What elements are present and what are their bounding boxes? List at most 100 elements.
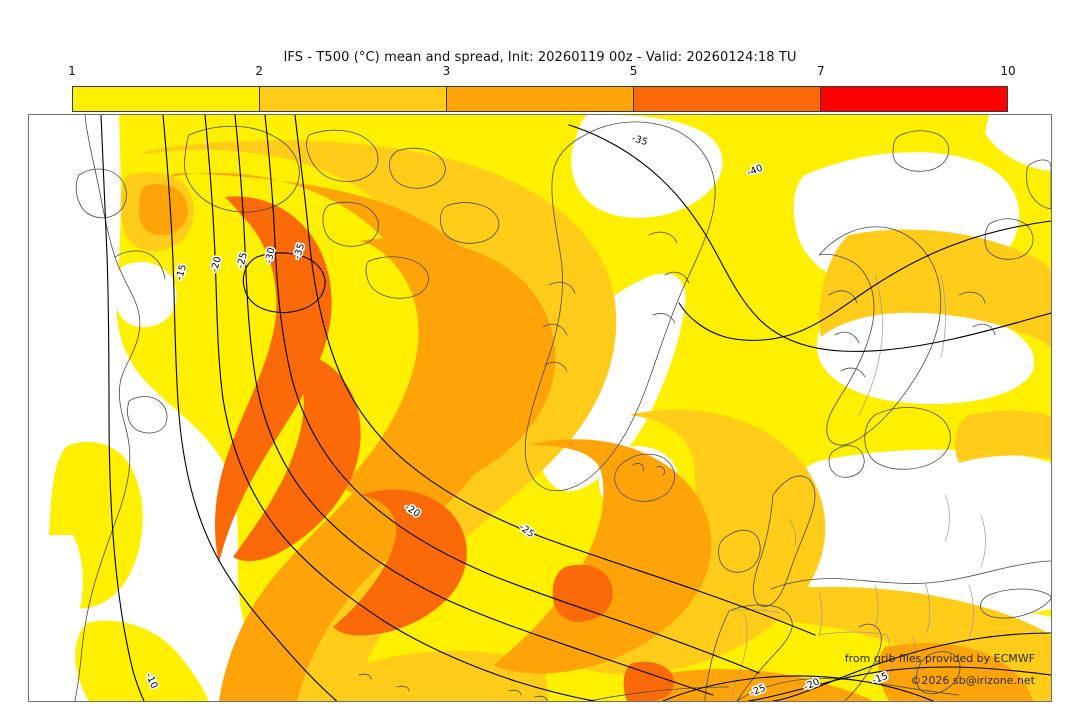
coast-svalbard — [892, 130, 950, 172]
border-belarus — [980, 514, 986, 568]
colorbar-tick-5: 10 — [1000, 64, 1016, 78]
spread-below-threshold-central-europe — [784, 449, 1051, 618]
border-iberia — [730, 614, 748, 701]
spread-band-5-7-dot — [623, 661, 674, 701]
border-baltic-states — [944, 494, 950, 542]
spread-band-2-3-south — [589, 586, 1051, 701]
coast-canadian-arctic-2 — [322, 201, 379, 247]
colorbar-tick-labels: 1 2 3 5 7 10 — [68, 64, 1015, 84]
spread-below-threshold-sw — [29, 535, 83, 685]
isotherm-minus25 — [234, 115, 714, 696]
colorbar-tick-1: 2 — [255, 64, 264, 78]
coast-ireland — [718, 529, 761, 573]
coast-hudson-bay — [75, 168, 127, 219]
isotherm-minus35-arc — [568, 124, 1051, 352]
coast-greenland-fjords-east — [648, 231, 690, 324]
coast-north-america — [74, 115, 141, 701]
coast-baltic-sea — [864, 407, 951, 470]
colorbar-tick-2: 3 — [442, 64, 451, 78]
border-france-germany — [818, 592, 823, 636]
page-title: IFS - T500 (°C) mean and spread, Init: 2… — [283, 50, 797, 65]
isotherm-minus30 — [264, 115, 760, 674]
coast-finland-lakes — [958, 291, 996, 336]
colorbar-gradient — [72, 86, 1008, 112]
spread-band-5-7-core — [233, 352, 361, 562]
spread-band-3-5-south-patch — [629, 669, 873, 701]
coast-canaries — [508, 689, 548, 701]
contour-label-minus30-north: -30 — [263, 246, 277, 264]
coast-greenland — [524, 121, 716, 492]
coast-iceland-detail — [632, 463, 665, 476]
isotherm-minus15 — [162, 115, 338, 701]
spread-band-2-3-ne — [954, 410, 1051, 463]
spread-below-threshold-nw-patch — [115, 261, 177, 328]
coast-great-britain — [753, 475, 816, 607]
coast-newfoundland — [127, 396, 168, 434]
spread-band-2-3-east — [819, 229, 1051, 347]
isotherm-minus10 — [100, 115, 145, 701]
coast-biscay-iberia — [728, 604, 793, 701]
colorbar-segment-1 — [73, 87, 260, 111]
isotherm-minus15-south — [748, 666, 1051, 701]
border-ukraine — [968, 584, 974, 640]
coast-africa-north — [588, 686, 730, 701]
spread-band-5-7 — [215, 196, 332, 563]
colorbar-segment-5 — [821, 87, 1007, 111]
coast-labrador — [114, 250, 166, 280]
copyright-credit: ©2026 sb@irizone.net — [910, 674, 1035, 687]
colorbar-segment-4 — [634, 87, 821, 111]
map-panel: -10 -15 -20 -25 -30 -35 -35 -40 -20 -25 … — [28, 114, 1052, 702]
colorbar: 1 2 3 5 7 10 — [68, 64, 1016, 112]
colorbar-tick-3: 5 — [629, 64, 638, 78]
coast-scandinavia — [818, 226, 942, 446]
spread-band-5-7-se-spot — [552, 564, 613, 622]
isotherm-minus40b — [678, 302, 726, 338]
border-france-spain — [728, 609, 780, 614]
coast-novaya-zemlya — [1026, 159, 1051, 210]
spread-band-5-7-tail — [333, 489, 467, 636]
isotherm-minus40 — [724, 220, 1051, 341]
spread-band-3-5-ridge — [493, 439, 712, 674]
isotherm-minus35-west — [294, 115, 816, 636]
coast-black-sea — [980, 588, 1051, 619]
coast-greenland-fjords-west — [542, 281, 576, 372]
border-finland — [940, 274, 946, 358]
isotherm-closed-small — [242, 252, 326, 314]
border-scandinavia-1 — [858, 274, 883, 416]
coast-arctic-island-3 — [365, 256, 429, 299]
spread-band-2-3-sw-edge — [329, 650, 549, 701]
border-germany-poland — [874, 584, 879, 630]
spread-below-threshold-greenland — [535, 273, 686, 492]
colorbar-tick-4: 7 — [816, 64, 825, 78]
isotherm-minus20 — [204, 115, 597, 701]
data-source-credit: from grib files provided by ECMWF — [844, 652, 1035, 665]
coast-iceland — [614, 453, 675, 502]
spread-below-threshold-west-margin — [29, 115, 115, 446]
spread-band-3-5-se — [878, 643, 1033, 701]
coast-norway-fjords — [828, 290, 866, 378]
coast-arctic-island-1 — [389, 147, 446, 189]
spread-band-3-5-nw-small — [139, 183, 188, 236]
spread-below-threshold-ne-corner — [985, 115, 1051, 171]
isotherm-minus25-south — [662, 675, 934, 701]
coast-white-sea — [984, 218, 1034, 260]
colorbar-segment-3 — [447, 87, 634, 111]
spread-below-threshold-atlantic-sw — [29, 691, 89, 701]
isotherm-contour-layer — [100, 115, 1051, 701]
isotherm-minus20-south — [772, 632, 1051, 701]
coast-arctic-island-2 — [440, 202, 500, 244]
border-uk-internal — [788, 518, 797, 546]
coast-azores — [358, 673, 410, 692]
geography-layer — [74, 115, 1051, 701]
border-poland-east — [924, 582, 931, 634]
coast-denmark — [828, 445, 865, 478]
border-balkans-1 — [886, 634, 893, 686]
colorbar-segment-2 — [260, 87, 447, 111]
spread-shading-layer — [29, 115, 1051, 701]
border-balkans-2 — [912, 636, 917, 684]
coast-greece — [916, 651, 961, 695]
coast-italy — [844, 623, 882, 701]
border-alps — [818, 631, 888, 636]
coast-canadian-arctic-1 — [306, 129, 379, 182]
weather-map: -10 -15 -20 -25 -30 -35 -35 -40 -20 -25 … — [29, 115, 1051, 701]
